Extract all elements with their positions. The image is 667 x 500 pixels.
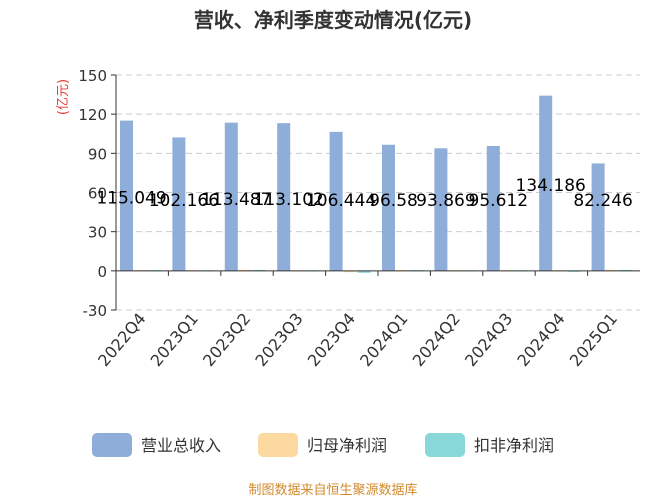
bar-1-2023Q2 <box>224 122 238 271</box>
data-label: 106.444 <box>306 191 376 211</box>
y-tick-label: 0 <box>97 263 107 281</box>
x-tick-label: 2023Q4 <box>304 309 359 370</box>
data-label: 95.612 <box>469 191 528 211</box>
bar-1-2024Q1 <box>382 144 395 271</box>
y-tick-label: 60 <box>88 185 107 203</box>
legend-swatch <box>258 433 298 457</box>
legend-label: 归母净利润 <box>307 436 387 455</box>
x-tick-label: 2023Q3 <box>251 309 306 370</box>
x-tick-label: 2024Q3 <box>461 309 516 370</box>
x-tick-label: 2023Q1 <box>147 309 202 370</box>
legend: 营业总收入 归母净利润 扣非净利润 <box>92 433 554 457</box>
bar-1-2024Q3 <box>486 146 500 271</box>
footer-source: 制图数据来自恒生聚源数据库 <box>248 482 417 498</box>
bar-2-2025Q1 <box>605 269 619 271</box>
legend-item-2[interactable]: 归母净利润 <box>258 433 387 457</box>
legend-swatch <box>425 433 465 457</box>
legend-item-1[interactable]: 营业总收入 <box>92 433 221 457</box>
x-tick-label: 2024Q1 <box>356 309 411 370</box>
x-tick-label: 2023Q2 <box>199 309 254 370</box>
grid-lines <box>116 74 640 311</box>
data-label: 82.246 <box>573 191 632 211</box>
data-label: 113.487 <box>201 190 271 210</box>
y-tick-label: 120 <box>78 106 107 124</box>
y-tick-label: 150 <box>78 67 107 85</box>
bar-1-2023Q4 <box>329 131 343 271</box>
legend-item-3[interactable]: 扣非净利润 <box>425 433 554 457</box>
data-label: 134.186 <box>516 176 586 196</box>
data-label: 93.869 <box>416 191 475 211</box>
x-tick-label: 2024Q4 <box>513 309 568 370</box>
y-tick-label: 30 <box>88 224 107 242</box>
bar-1-2022Q4 <box>120 120 133 271</box>
y-tick-label: 90 <box>88 145 107 163</box>
legend-label: 营业总收入 <box>141 436 221 455</box>
data-labels: 115.049102.166113.487113.102106.44496.58… <box>96 176 632 211</box>
bar-2-2023Q4 <box>343 270 357 273</box>
y-axis-unit-label: (亿元) <box>56 79 71 115</box>
data-label: 102.166 <box>149 191 219 211</box>
x-tick-label: 2025Q1 <box>566 309 621 370</box>
data-label: 113.102 <box>254 190 324 210</box>
bar-1-2024Q4 <box>539 95 553 271</box>
chart-title: 营收、净利季度变动情况(亿元) <box>194 8 472 32</box>
data-label: 96.58 <box>369 191 418 211</box>
bar-3-2023Q4 <box>357 270 371 273</box>
y-tick-label: -30 <box>83 302 108 320</box>
legend-swatch <box>92 433 132 457</box>
bar-1-2023Q3 <box>277 123 291 271</box>
x-tick-label: 2024Q2 <box>409 309 464 370</box>
bar-1-2023Q1 <box>172 137 186 271</box>
bar-1-2024Q2 <box>434 148 448 271</box>
legend-label: 扣非净利润 <box>474 436 554 455</box>
bar-2-2023Q2 <box>238 269 252 271</box>
data-label: 115.049 <box>96 189 166 209</box>
axes: -3003060901201502022Q42023Q12023Q22023Q3… <box>78 67 640 370</box>
bar-1-2025Q1 <box>591 163 605 271</box>
